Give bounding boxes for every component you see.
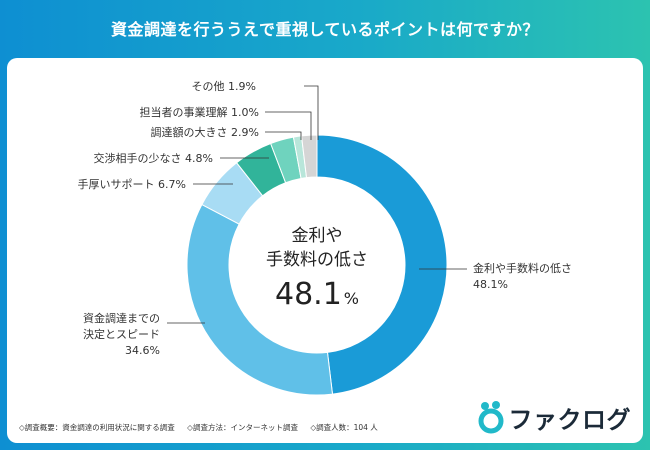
center-label-line1: 金利や [292,226,343,246]
center-label-line2: 手数料の低さ [266,250,368,270]
footer-count: ◇調査人数：104 人 [310,423,378,432]
logo-mark-icon [478,401,503,434]
chart-card: 金利や 手数料の低さ 48.1% その他 1.9% 担当者の事業理解 1.0% … [7,58,643,443]
label-speed-line1: 資金調達までの [83,311,160,325]
logo-text: ファクログ [508,405,631,434]
center-value: 48.1 [275,277,342,312]
label-speed-line3: 34.6% [125,344,160,357]
center-value-group: 48.1% [275,277,359,312]
label-speed-line2: 決定とスピード [83,327,160,341]
label-support: 手厚いサポート 6.7% [78,177,186,191]
leader-line-other [304,85,319,140]
donut-slice-1 [186,203,334,396]
brand-logo: ファクログ [476,399,632,435]
label-other: その他 1.9% [192,80,256,93]
footer-overview: ◇調査概要：資金調達の利用状況に関する調査 [19,423,175,432]
donut-chart: 金利や 手数料の低さ 48.1% その他 1.9% 担当者の事業理解 1.0% … [78,80,572,396]
donut-slice-6 [300,134,318,179]
donut-slice-0 [316,134,448,395]
footer-method: ◇調査方法：インターネット調査 [187,423,298,432]
page-title: 資金調達を行ううえで重視しているポイントは何ですか？ [110,20,540,39]
label-main-line1: 金利や手数料の低さ [473,261,572,275]
leader-line-understanding [265,111,312,140]
leader-line-amount [265,131,302,140]
center-unit: % [344,289,359,308]
survey-footer: ◇調査概要：資金調達の利用状況に関する調査 ◇調査方法：インターネット調査 ◇調… [19,422,388,433]
label-amount: 調達額の大きさ 2.9% [151,125,259,139]
label-understanding: 担当者の事業理解 1.0% [140,105,259,119]
label-negotiation: 交渉相手の少なさ 4.8% [94,151,213,165]
label-main-line2: 48.1% [473,278,508,291]
